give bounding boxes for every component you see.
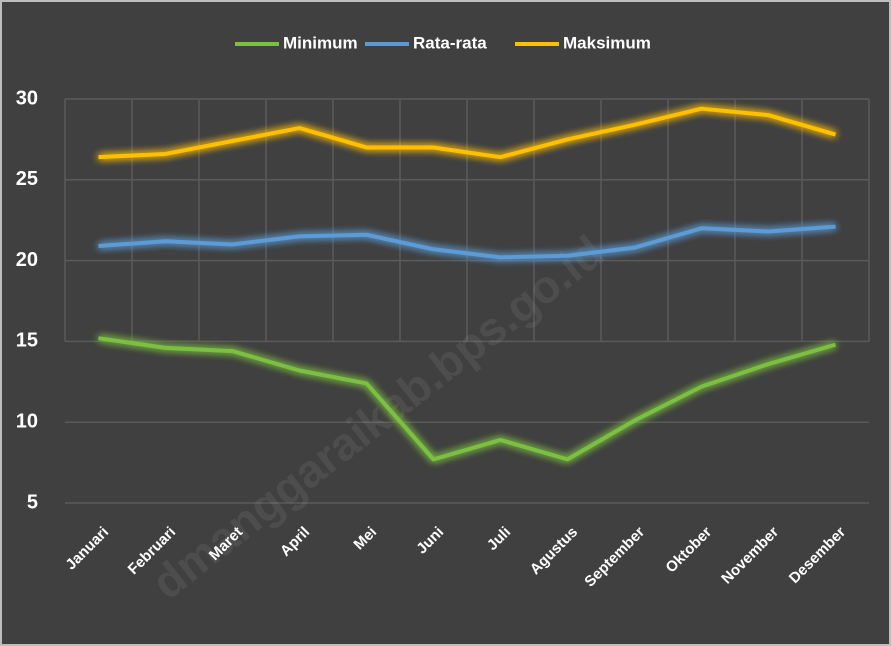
y-tick-label: 20: [16, 249, 38, 271]
lines: [98, 106, 837, 462]
legend-label: Minimum: [283, 33, 358, 52]
legend-label: Rata-rata: [413, 33, 487, 52]
series-line: [98, 336, 837, 462]
y-tick-label: 15: [16, 330, 38, 352]
y-tick-label: 25: [16, 168, 38, 190]
grid: [64, 98, 870, 504]
y-tick-label: 10: [16, 410, 38, 432]
legend-label: Maksimum: [563, 33, 651, 52]
y-tick-label: 30: [16, 87, 38, 109]
series-line: [98, 106, 837, 160]
y-tick-label: 5: [27, 491, 38, 513]
series-line: [98, 224, 836, 260]
